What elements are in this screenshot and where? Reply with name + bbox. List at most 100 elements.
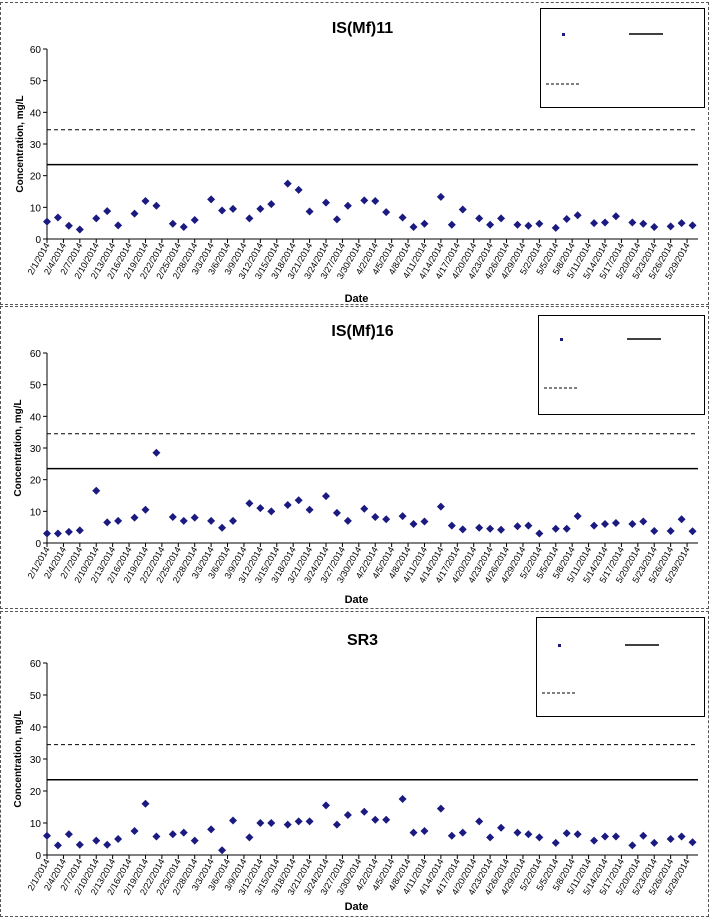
data-point <box>294 817 303 826</box>
data-point <box>283 820 292 829</box>
data-point <box>190 216 199 224</box>
data-point <box>103 207 112 216</box>
data-point <box>486 524 495 533</box>
chart-title: IS(Mf)11 <box>332 20 393 37</box>
data-point <box>64 830 73 839</box>
data-point <box>322 801 330 810</box>
data-point <box>551 524 560 533</box>
data-point <box>322 492 330 501</box>
legend-symbols-1 <box>546 33 663 85</box>
data-point <box>371 513 380 522</box>
data-point <box>256 204 265 213</box>
data-point <box>103 840 112 849</box>
data-point <box>562 524 571 533</box>
y-tick-label: 60 <box>30 349 42 360</box>
y-tick-label: 10 <box>30 203 42 214</box>
data-point <box>535 529 544 538</box>
data-point <box>535 219 544 228</box>
data-point <box>590 836 599 845</box>
data-point <box>360 196 369 205</box>
chart-panel-2: IS(Mf)16 0 10 20 30 40 50 60 Concentration, mg/L… <box>0 306 709 609</box>
x-axis-label: Date <box>345 293 369 304</box>
data-point <box>666 526 675 535</box>
chart-panel-3: SR3 0 10 20 30 40 50 60 Concentration, mg/L 2/1/2… <box>0 611 709 917</box>
data-point <box>179 516 188 525</box>
data-point <box>611 832 620 841</box>
data-point <box>283 179 292 188</box>
data-point <box>360 807 369 816</box>
data-point <box>639 831 648 840</box>
data-point <box>168 830 177 839</box>
data-point <box>458 828 467 837</box>
data-point <box>371 815 380 824</box>
data-point <box>256 504 265 513</box>
data-point <box>267 200 276 209</box>
data-point <box>75 526 84 535</box>
data-point <box>168 513 177 522</box>
data-point <box>650 222 659 231</box>
data-point <box>628 218 637 227</box>
data-point <box>611 519 620 528</box>
data-point <box>75 840 84 849</box>
data-point <box>601 832 609 841</box>
data-point <box>294 496 303 505</box>
data-point <box>229 204 237 213</box>
data-point <box>305 505 314 514</box>
data-point <box>475 817 484 826</box>
y-tick-label: 40 <box>30 723 42 734</box>
data-point <box>283 501 292 509</box>
data-point <box>256 819 265 827</box>
data-point <box>245 833 254 842</box>
data-point <box>218 846 227 855</box>
data-point <box>447 220 456 229</box>
data-point <box>535 833 544 842</box>
data-point <box>601 218 609 227</box>
data-point <box>114 516 123 525</box>
y-tick-label: 60 <box>30 45 42 56</box>
data-point <box>64 221 73 230</box>
data-point <box>207 825 216 834</box>
data-point <box>639 219 648 228</box>
data-point <box>168 219 177 228</box>
y-tick-label: 20 <box>30 787 42 798</box>
data-point <box>497 525 506 534</box>
data-point <box>64 527 73 536</box>
data-point <box>458 205 467 214</box>
y-tick-label: 40 <box>30 412 42 423</box>
chart-svg-2: IS(Mf)16 0 10 20 30 40 50 60 Concentration, mg/L… <box>13 323 698 606</box>
data-point <box>343 811 352 819</box>
data-point <box>551 838 560 847</box>
data-point <box>666 835 675 843</box>
y-axis-label: Concentration, mg/L <box>13 710 24 807</box>
data-point <box>524 521 533 530</box>
y-tick-label: 60 <box>30 659 42 670</box>
chart-svg-1: IS(Mf)11 0 10 20 30 40 50 60 Concentration, mg/L… <box>15 20 698 304</box>
data-point <box>130 827 139 835</box>
data-point <box>207 516 216 525</box>
data-point <box>43 217 51 226</box>
y-tick-label: 30 <box>30 444 42 455</box>
data-point <box>103 518 112 527</box>
data-point <box>590 521 599 530</box>
y-tick-label: 40 <box>30 108 42 119</box>
data-point <box>382 515 391 524</box>
y-tick-label: 50 <box>30 381 42 392</box>
data-point <box>343 516 352 525</box>
data-point <box>666 222 675 231</box>
data-point <box>420 517 429 526</box>
data-point <box>53 841 62 850</box>
data-point <box>458 525 467 534</box>
data-point <box>114 221 123 230</box>
data-point <box>398 512 407 521</box>
y-tick-label: 0 <box>35 539 41 550</box>
data-point <box>677 515 686 524</box>
data-point <box>486 220 495 229</box>
data-point <box>447 521 456 530</box>
data-point <box>179 222 188 231</box>
y-axis-label: Concentration, mg/L <box>13 399 24 496</box>
data-point <box>611 212 620 221</box>
data-point <box>343 201 352 210</box>
data-point <box>601 520 609 528</box>
data-point <box>497 823 506 832</box>
